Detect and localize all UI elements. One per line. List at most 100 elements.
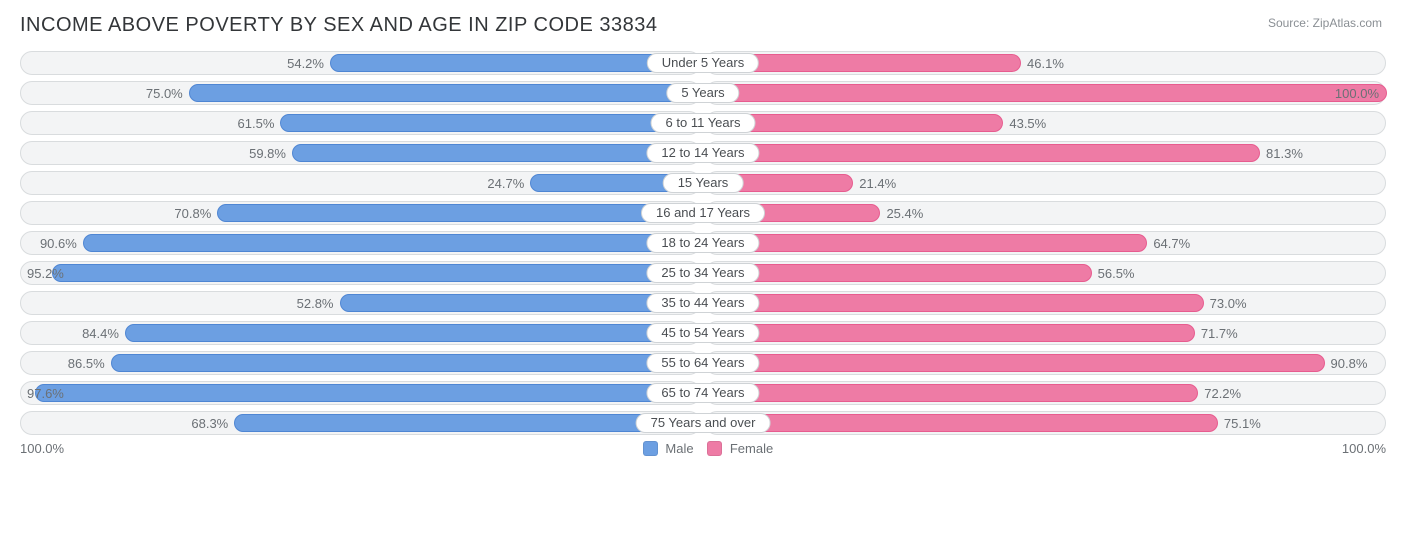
- female-value: 21.4%: [859, 172, 896, 196]
- legend-female-label: Female: [730, 441, 773, 456]
- male-value: 68.3%: [191, 412, 228, 436]
- age-category-label: 65 to 74 Years: [646, 383, 759, 403]
- chart-row: 24.7% 21.4% 15 Years: [20, 171, 1386, 195]
- male-track: 68.3%: [20, 411, 701, 435]
- male-bar: [111, 354, 698, 372]
- male-bar: [280, 114, 698, 132]
- female-value: 64.7%: [1153, 232, 1190, 256]
- male-track: 75.0%: [20, 81, 701, 105]
- age-category-label: 12 to 14 Years: [646, 143, 759, 163]
- male-bar: [217, 204, 698, 222]
- legend-male-label: Male: [665, 441, 693, 456]
- age-category-label: 55 to 64 Years: [646, 353, 759, 373]
- male-bar: [292, 144, 698, 162]
- female-value: 72.2%: [1204, 382, 1241, 406]
- male-track: 54.2%: [20, 51, 701, 75]
- male-track: 84.4%: [20, 321, 701, 345]
- chart-row: 75.0% 100.0% 5 Years: [20, 81, 1386, 105]
- female-value: 56.5%: [1098, 262, 1135, 286]
- male-bar: [189, 84, 698, 102]
- chart-row: 52.8% 73.0% 35 to 44 Years: [20, 291, 1386, 315]
- male-value: 70.8%: [174, 202, 211, 226]
- source-attribution: Source: ZipAtlas.com: [1268, 16, 1382, 30]
- female-bar: [708, 324, 1195, 342]
- chart-footer: 100.0% Male Female 100.0%: [20, 441, 1386, 456]
- female-value: 75.1%: [1224, 412, 1261, 436]
- female-track: 90.8%: [705, 351, 1386, 375]
- male-value: 84.4%: [82, 322, 119, 346]
- female-track: 64.7%: [705, 231, 1386, 255]
- age-category-label: Under 5 Years: [647, 53, 759, 73]
- male-swatch-icon: [643, 441, 658, 456]
- female-track: 43.5%: [705, 111, 1386, 135]
- age-category-label: 35 to 44 Years: [646, 293, 759, 313]
- male-track: 97.6%: [20, 381, 701, 405]
- age-category-label: 5 Years: [666, 83, 739, 103]
- male-value: 75.0%: [146, 82, 183, 106]
- chart-row: 95.2% 56.5% 25 to 34 Years: [20, 261, 1386, 285]
- male-bar: [340, 294, 699, 312]
- male-track: 61.5%: [20, 111, 701, 135]
- chart-row: 90.6% 64.7% 18 to 24 Years: [20, 231, 1386, 255]
- chart-area: 54.2% 46.1% Under 5 Years 75.0% 100.0% 5 Year…: [20, 51, 1386, 435]
- male-bar: [234, 414, 698, 432]
- chart-row: 97.6% 72.2% 65 to 74 Years: [20, 381, 1386, 405]
- age-category-label: 15 Years: [663, 173, 744, 193]
- female-track: 73.0%: [705, 291, 1386, 315]
- female-value: 100.0%: [1335, 82, 1379, 106]
- female-bar: [708, 84, 1387, 102]
- female-value: 25.4%: [886, 202, 923, 226]
- male-value: 61.5%: [238, 112, 275, 136]
- male-bar: [83, 234, 698, 252]
- female-value: 43.5%: [1009, 112, 1046, 136]
- chart-row: 59.8% 81.3% 12 to 14 Years: [20, 141, 1386, 165]
- male-track: 86.5%: [20, 351, 701, 375]
- axis-max-right: 100.0%: [1342, 441, 1386, 456]
- male-track: 95.2%: [20, 261, 701, 285]
- male-value: 54.2%: [287, 52, 324, 76]
- female-track: 71.7%: [705, 321, 1386, 345]
- male-track: 59.8%: [20, 141, 701, 165]
- age-category-label: 6 to 11 Years: [651, 113, 756, 133]
- chart-row: 61.5% 43.5% 6 to 11 Years: [20, 111, 1386, 135]
- female-bar: [708, 144, 1260, 162]
- chart-title: INCOME ABOVE POVERTY BY SEX AND AGE IN Z…: [20, 14, 1386, 37]
- female-track: 75.1%: [705, 411, 1386, 435]
- female-value: 73.0%: [1210, 292, 1247, 316]
- male-value: 90.6%: [40, 232, 77, 256]
- female-bar: [708, 354, 1325, 372]
- female-bar: [708, 414, 1218, 432]
- male-value: 97.6%: [27, 382, 64, 406]
- legend: Male Female: [64, 441, 1342, 456]
- male-value: 52.8%: [297, 292, 334, 316]
- female-value: 71.7%: [1201, 322, 1238, 346]
- female-value: 90.8%: [1331, 352, 1368, 376]
- male-value: 95.2%: [27, 262, 64, 286]
- female-swatch-icon: [707, 441, 722, 456]
- female-track: 100.0%: [705, 81, 1386, 105]
- age-category-label: 25 to 34 Years: [646, 263, 759, 283]
- male-bar: [52, 264, 698, 282]
- male-track: 24.7%: [20, 171, 701, 195]
- female-track: 21.4%: [705, 171, 1386, 195]
- axis-max-left: 100.0%: [20, 441, 64, 456]
- age-category-label: 18 to 24 Years: [646, 233, 759, 253]
- female-track: 56.5%: [705, 261, 1386, 285]
- chart-row: 68.3%75.1%75 Years and over: [20, 411, 1386, 435]
- male-bar: [125, 324, 698, 342]
- age-category-label: 16 and 17 Years: [641, 203, 765, 223]
- male-value: 86.5%: [68, 352, 105, 376]
- chart-row: 70.8% 25.4% 16 and 17 Years: [20, 201, 1386, 225]
- male-track: 70.8%: [20, 201, 701, 225]
- female-bar: [708, 294, 1204, 312]
- female-value: 46.1%: [1027, 52, 1064, 76]
- male-track: 52.8%: [20, 291, 701, 315]
- female-value: 81.3%: [1266, 142, 1303, 166]
- female-bar: [708, 264, 1092, 282]
- female-track: 25.4%: [705, 201, 1386, 225]
- male-value: 24.7%: [487, 172, 524, 196]
- chart-row: 86.5% 90.8% 55 to 64 Years: [20, 351, 1386, 375]
- male-bar: [35, 384, 698, 402]
- male-value: 59.8%: [249, 142, 286, 166]
- female-bar: [708, 234, 1147, 252]
